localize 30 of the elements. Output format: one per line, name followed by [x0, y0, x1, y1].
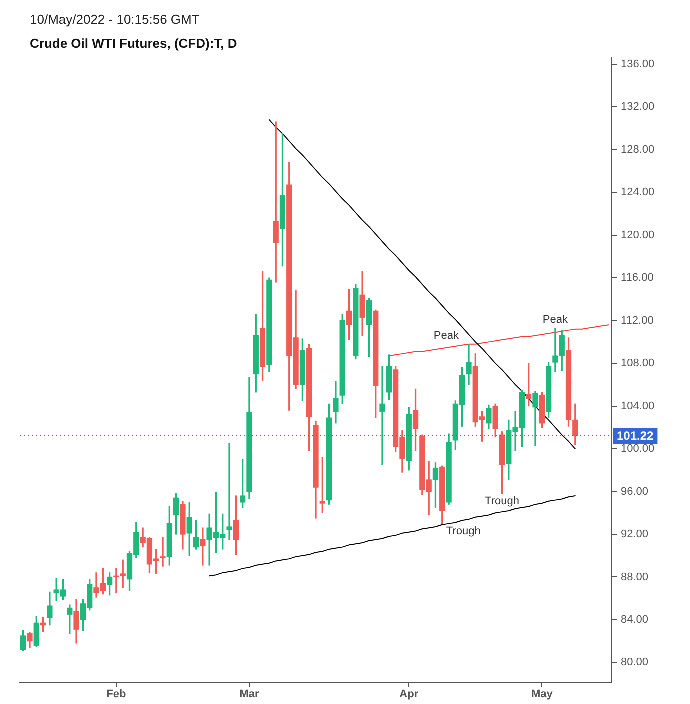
annotation: Peak	[542, 314, 568, 326]
y-tick-label: 128.00	[621, 144, 655, 156]
y-tick-label: 112.00	[621, 314, 654, 327]
chart-title: Crude Oil WTI Futures, (CFD):T, D	[30, 36, 238, 51]
y-tick-label: 84.00	[621, 614, 649, 626]
y-tick-label: 88.00	[621, 571, 649, 584]
candlestick	[226, 443, 232, 540]
y-tick-label: 132.00	[621, 101, 655, 114]
y-tick-label: 100.00	[621, 443, 655, 456]
y-tick-label: 96.00	[621, 486, 649, 498]
candlestick	[160, 537, 166, 567]
x-tick-label: May	[531, 688, 554, 701]
x-tick-label: Mar	[240, 688, 260, 701]
ref-line-label: 101.22	[617, 428, 654, 443]
y-tick-label: 92.00	[621, 528, 649, 541]
y-tick-label: 80.00	[621, 656, 649, 669]
chart-subtitle: 10/May/2022 - 10:15:56 GMT	[30, 12, 200, 27]
y-tick-label: 136.00	[621, 58, 655, 70]
x-tick-label: Apr	[400, 688, 420, 701]
annotation: Trough	[446, 525, 481, 538]
annotation: Trough	[485, 495, 520, 508]
y-tick-label: 124.00	[621, 186, 655, 199]
candlestick	[200, 528, 206, 566]
y-tick-label: 108.00	[621, 358, 655, 370]
y-tick-label: 104.00	[621, 400, 655, 412]
candlestick	[380, 366, 386, 466]
y-tick-label: 116.00	[621, 272, 654, 284]
y-tick-label: 120.00	[621, 229, 655, 242]
annotation: Peak	[434, 330, 460, 342]
x-tick-label: Feb	[106, 688, 127, 701]
